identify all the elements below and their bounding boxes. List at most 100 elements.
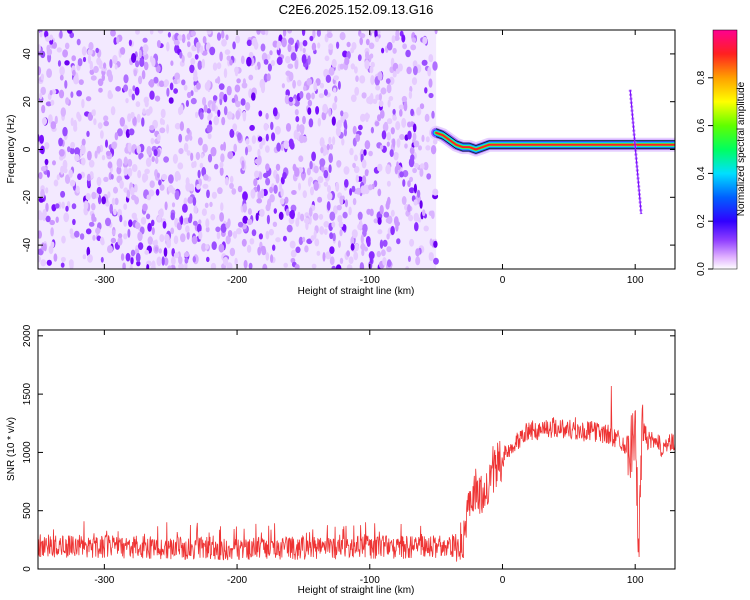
noise-speck: [81, 46, 87, 56]
noise-speck: [40, 86, 46, 96]
noise-speck: [339, 195, 344, 206]
noise-speck: [379, 204, 384, 215]
noise-speck: [97, 78, 104, 87]
noise-speck: [50, 121, 57, 130]
noise-speck: [295, 116, 300, 123]
noise-speck: [153, 149, 158, 157]
noise-speck: [135, 221, 140, 230]
noise-speck: [402, 179, 406, 187]
noise-speck: [396, 138, 401, 148]
noise-speck: [125, 252, 131, 262]
noise-speck: [286, 224, 293, 233]
x-tick-label: -100: [360, 275, 380, 286]
noise-speck: [307, 99, 313, 107]
noise-speck: [421, 134, 425, 142]
noise-speck: [203, 104, 208, 113]
noise-speck: [279, 198, 285, 205]
noise-speck: [306, 167, 311, 176]
noise-speck: [217, 109, 221, 118]
noise-speck: [349, 147, 354, 156]
noise-speck: [178, 263, 185, 269]
noise-speck: [91, 203, 96, 211]
noise-speck: [38, 66, 42, 76]
noise-speck: [214, 163, 219, 170]
noise-speck: [119, 117, 126, 127]
noise-speck: [116, 36, 120, 44]
noise-speck: [76, 90, 82, 97]
noise-speck: [219, 161, 224, 169]
noise-speck: [323, 228, 328, 235]
noise-speck: [369, 92, 374, 103]
noise-speck: [142, 37, 148, 43]
noise-speck: [195, 151, 201, 161]
noise-speck: [320, 147, 324, 154]
y-tick-label: 40: [22, 48, 33, 60]
noise-speck: [293, 129, 299, 140]
spectrogram-y-axis: -40 -20 0 20 40: [22, 48, 675, 252]
snr-x-label: Height of straight line (km): [298, 585, 415, 596]
noise-speck: [103, 176, 109, 182]
noise-speck: [287, 30, 293, 34]
noise-speck: [392, 115, 397, 121]
noise-speck: [382, 257, 387, 266]
noise-speck: [68, 169, 73, 178]
noise-speck: [385, 201, 390, 210]
noise-speck: [60, 107, 66, 117]
noise-speck: [56, 47, 62, 53]
noise-speck: [276, 40, 280, 51]
noise-speck: [107, 191, 111, 199]
noise-speck: [309, 160, 313, 170]
noise-speck: [205, 218, 210, 228]
noise-speck: [353, 251, 359, 261]
noise-speck: [129, 263, 133, 269]
noise-speck: [51, 41, 58, 49]
noise-speck: [82, 56, 87, 63]
noise-speck: [156, 40, 161, 48]
noise-speck: [80, 145, 86, 155]
noise-speck: [263, 172, 269, 179]
noise-speck: [295, 217, 300, 227]
noise-speck: [393, 151, 399, 161]
noise-speck: [263, 122, 269, 131]
noise-speck: [361, 242, 365, 251]
noise-speck: [236, 78, 241, 84]
noise-speck: [146, 213, 151, 220]
noise-speck: [70, 91, 74, 98]
noise-speck: [339, 229, 343, 237]
noise-speck: [269, 194, 275, 203]
noise-speck: [329, 232, 334, 240]
noise-speck: [231, 188, 237, 195]
noise-speck: [336, 204, 342, 211]
noise-speck: [206, 256, 210, 263]
noise-speck: [377, 217, 382, 225]
noise-speck: [359, 37, 364, 46]
noise-speck: [46, 259, 52, 266]
noise-speck: [416, 107, 422, 116]
noise-speck: [323, 89, 328, 96]
noise-speck: [265, 230, 270, 240]
noise-speck: [86, 130, 90, 137]
noise-speck: [388, 76, 395, 86]
noise-speck: [185, 100, 189, 107]
noise-speck: [197, 137, 203, 146]
noise-speck: [259, 142, 263, 150]
noise-speck: [364, 140, 371, 150]
noise-speck: [394, 221, 400, 227]
noise-speck: [186, 231, 190, 240]
noise-speck: [164, 201, 168, 211]
noise-speck: [346, 41, 351, 48]
noise-speck: [402, 43, 407, 50]
noise-speck: [156, 172, 160, 179]
noise-speck: [100, 130, 104, 139]
noise-speck: [385, 164, 392, 175]
noise-speck: [246, 39, 252, 47]
noise-speck: [256, 30, 261, 35]
noise-speck: [151, 156, 155, 163]
noise-speck: [396, 238, 401, 245]
noise-speck: [287, 63, 294, 69]
noise-speck: [41, 117, 48, 126]
noise-speck: [96, 57, 102, 66]
noise-speck: [290, 52, 297, 61]
noise-speck: [181, 79, 186, 86]
